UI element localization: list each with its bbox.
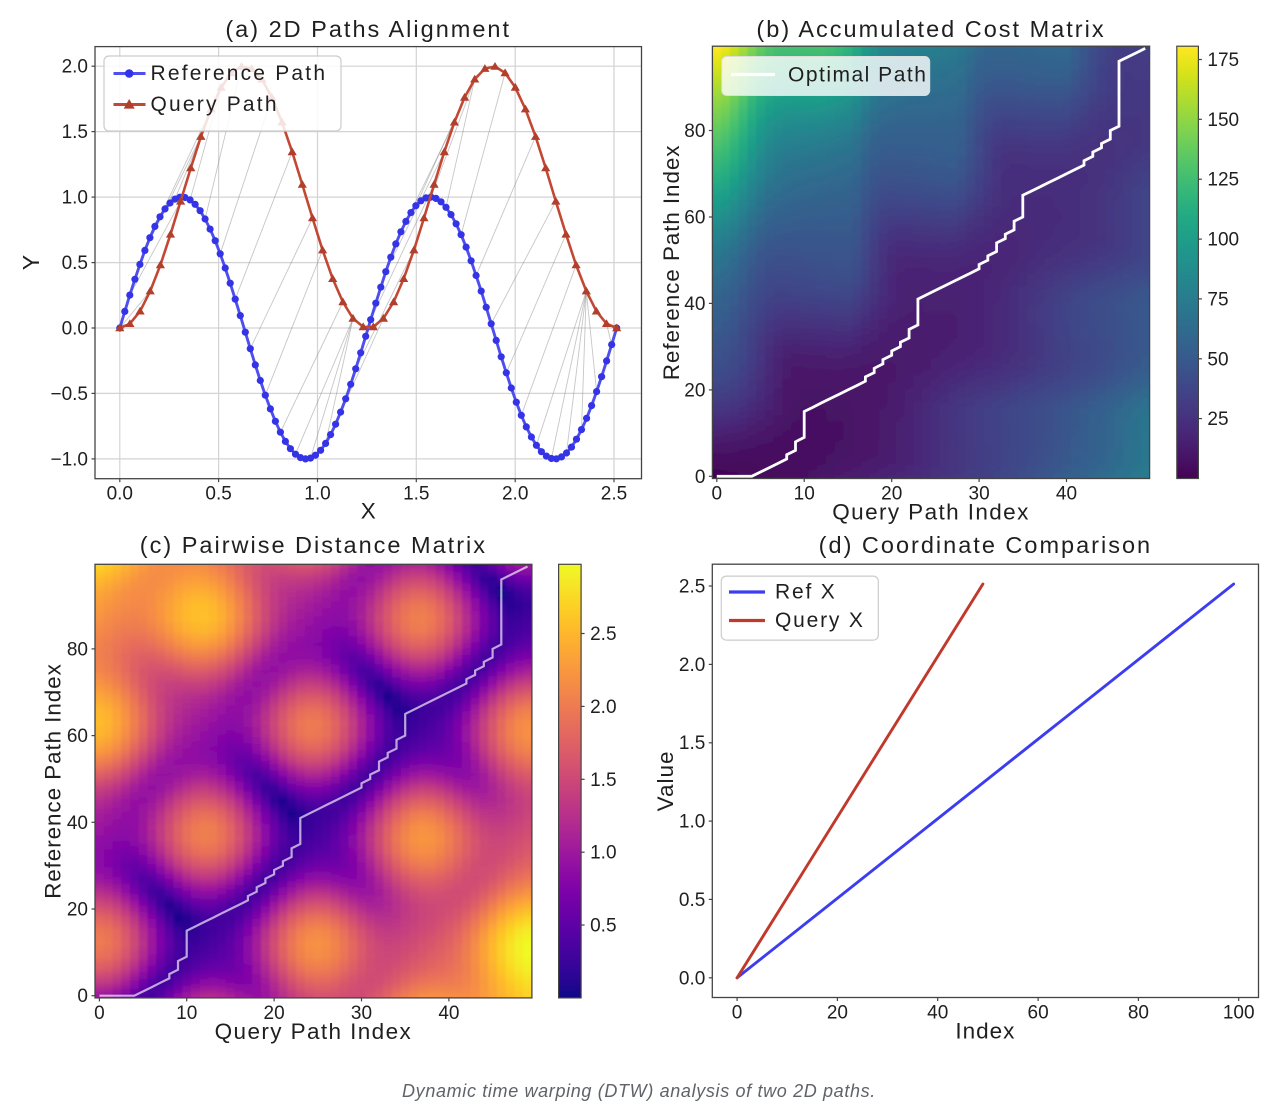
svg-text:Reference Path Index: Reference Path Index bbox=[659, 145, 684, 381]
svg-text:100: 100 bbox=[1223, 1003, 1255, 1024]
svg-text:40: 40 bbox=[1056, 484, 1077, 505]
svg-text:Value: Value bbox=[653, 750, 678, 811]
svg-text:2.5: 2.5 bbox=[679, 577, 705, 598]
svg-text:1.0: 1.0 bbox=[590, 843, 616, 864]
svg-text:80: 80 bbox=[67, 639, 88, 660]
svg-text:(c) Pairwise Distance Matrix: (c) Pairwise Distance Matrix bbox=[140, 532, 487, 558]
svg-text:(d) Coordinate Comparison: (d) Coordinate Comparison bbox=[819, 532, 1152, 558]
svg-text:25: 25 bbox=[1207, 409, 1228, 430]
svg-text:40: 40 bbox=[67, 813, 88, 834]
svg-text:0: 0 bbox=[732, 1003, 743, 1024]
svg-text:2.0: 2.0 bbox=[679, 655, 705, 676]
svg-text:30: 30 bbox=[969, 484, 990, 505]
svg-text:−0.5: −0.5 bbox=[50, 384, 88, 405]
svg-text:40: 40 bbox=[438, 1003, 459, 1024]
svg-text:2.0: 2.0 bbox=[62, 57, 88, 78]
svg-text:(a) 2D Paths Alignment: (a) 2D Paths Alignment bbox=[225, 16, 511, 42]
svg-text:20: 20 bbox=[684, 380, 705, 401]
svg-text:175: 175 bbox=[1207, 50, 1239, 71]
svg-text:20: 20 bbox=[881, 484, 902, 505]
svg-text:2.0: 2.0 bbox=[502, 484, 528, 505]
svg-text:20: 20 bbox=[264, 1003, 285, 1024]
svg-text:10: 10 bbox=[176, 1003, 197, 1024]
svg-text:100: 100 bbox=[1207, 230, 1239, 251]
svg-text:20: 20 bbox=[67, 900, 88, 921]
svg-text:1.0: 1.0 bbox=[62, 188, 88, 209]
svg-text:10: 10 bbox=[794, 484, 815, 505]
svg-text:Query X: Query X bbox=[775, 609, 865, 632]
svg-text:0: 0 bbox=[695, 467, 706, 488]
svg-text:1.5: 1.5 bbox=[62, 122, 88, 143]
svg-text:Reference Path Index: Reference Path Index bbox=[41, 663, 66, 899]
svg-text:X: X bbox=[361, 499, 376, 524]
svg-text:2.0: 2.0 bbox=[590, 697, 616, 718]
svg-text:125: 125 bbox=[1207, 170, 1239, 191]
svg-text:1.5: 1.5 bbox=[403, 484, 429, 505]
svg-text:1.5: 1.5 bbox=[590, 770, 616, 791]
svg-text:0.5: 0.5 bbox=[590, 916, 616, 937]
svg-text:75: 75 bbox=[1207, 289, 1228, 310]
svg-text:Ref X: Ref X bbox=[775, 581, 837, 604]
svg-text:0.5: 0.5 bbox=[62, 253, 88, 274]
svg-text:0: 0 bbox=[77, 986, 88, 1007]
svg-text:20: 20 bbox=[827, 1003, 848, 1024]
svg-text:−1.0: −1.0 bbox=[50, 449, 88, 470]
svg-text:60: 60 bbox=[67, 726, 88, 747]
svg-text:40: 40 bbox=[684, 294, 705, 315]
svg-text:2.5: 2.5 bbox=[601, 484, 627, 505]
svg-text:Query Path Index: Query Path Index bbox=[832, 500, 1030, 525]
svg-text:Y: Y bbox=[18, 255, 44, 270]
svg-text:0.5: 0.5 bbox=[205, 484, 231, 505]
svg-text:2.5: 2.5 bbox=[590, 624, 616, 645]
svg-text:60: 60 bbox=[1028, 1003, 1049, 1024]
svg-text:Index: Index bbox=[955, 1019, 1015, 1044]
svg-text:Optimal Path: Optimal Path bbox=[788, 64, 927, 87]
svg-text:Reference Path: Reference Path bbox=[151, 62, 328, 85]
svg-text:60: 60 bbox=[684, 208, 705, 229]
svg-text:150: 150 bbox=[1207, 110, 1239, 131]
svg-text:1.0: 1.0 bbox=[679, 812, 705, 833]
svg-text:50: 50 bbox=[1207, 349, 1228, 370]
svg-text:Query Path: Query Path bbox=[151, 93, 279, 116]
svg-text:40: 40 bbox=[927, 1003, 948, 1024]
svg-text:0.0: 0.0 bbox=[679, 968, 705, 989]
svg-text:0: 0 bbox=[712, 484, 723, 505]
svg-text:0.0: 0.0 bbox=[107, 484, 133, 505]
svg-text:1.0: 1.0 bbox=[304, 484, 330, 505]
svg-text:Query Path Index: Query Path Index bbox=[215, 1019, 413, 1044]
svg-text:1.5: 1.5 bbox=[679, 733, 705, 754]
svg-text:Dynamic time warping (DTW) ana: Dynamic time warping (DTW) analysis of t… bbox=[402, 1081, 876, 1101]
svg-text:30: 30 bbox=[351, 1003, 372, 1024]
svg-text:(b) Accumulated Cost Matrix: (b) Accumulated Cost Matrix bbox=[756, 16, 1105, 42]
svg-text:0: 0 bbox=[94, 1003, 105, 1024]
svg-text:0.0: 0.0 bbox=[62, 319, 88, 340]
svg-text:80: 80 bbox=[684, 121, 705, 142]
svg-text:80: 80 bbox=[1128, 1003, 1149, 1024]
svg-text:0.5: 0.5 bbox=[679, 890, 705, 911]
